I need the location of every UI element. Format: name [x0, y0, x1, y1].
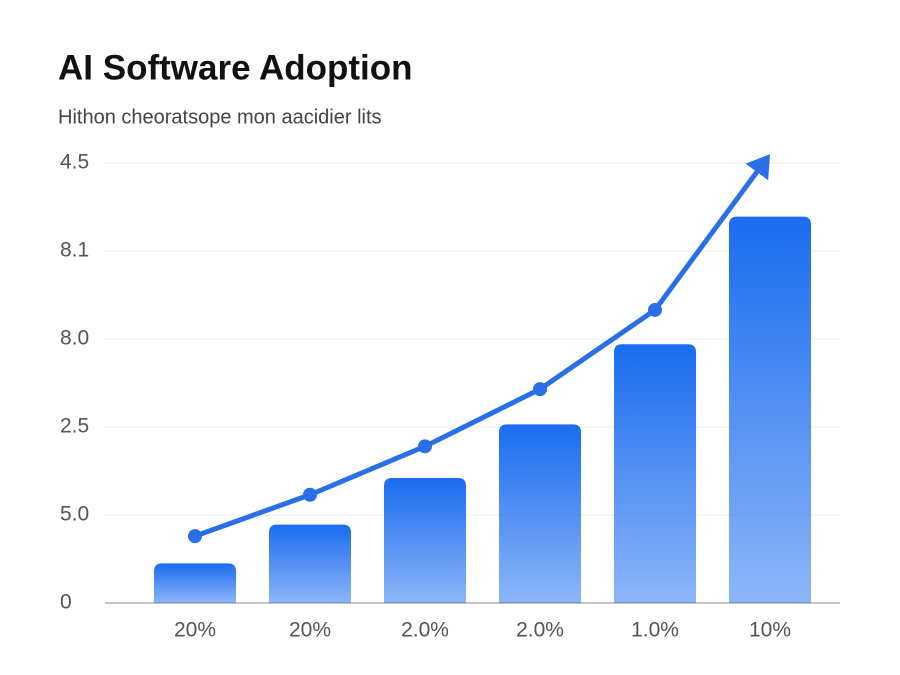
bar [614, 344, 696, 603]
arrow-head [745, 154, 770, 181]
line-marker [418, 439, 432, 454]
y-tick-label: 0 [60, 591, 72, 614]
bar [269, 524, 351, 603]
y-tick-label: 8.1 [60, 239, 89, 262]
line-marker [648, 302, 662, 317]
x-tick-label: 1.0% [631, 619, 679, 642]
line-marker [188, 529, 202, 544]
x-tick-label: 20% [289, 619, 331, 642]
line-marker [533, 382, 547, 397]
y-tick-label: 4.5 [60, 151, 89, 174]
trend-line [192, 166, 762, 539]
x-tick-label: 2.0% [401, 619, 449, 642]
y-tick-label: 2.5 [60, 415, 89, 438]
x-tick-label: 2.0% [516, 619, 564, 642]
line-marker [303, 487, 317, 502]
bar [499, 424, 581, 603]
x-tick-label: 20% [174, 619, 216, 642]
y-tick-label: 8.0 [60, 327, 89, 350]
y-tick-label: 5.0 [60, 503, 89, 526]
x-tick-label: 10% [749, 619, 791, 642]
chart-title: AI Software Adoption [58, 48, 413, 87]
bar [384, 478, 466, 603]
bar [729, 216, 811, 603]
chart-subtitle: Hithon cheoratsope mon aacidier lits [58, 106, 382, 128]
bar [154, 563, 236, 603]
